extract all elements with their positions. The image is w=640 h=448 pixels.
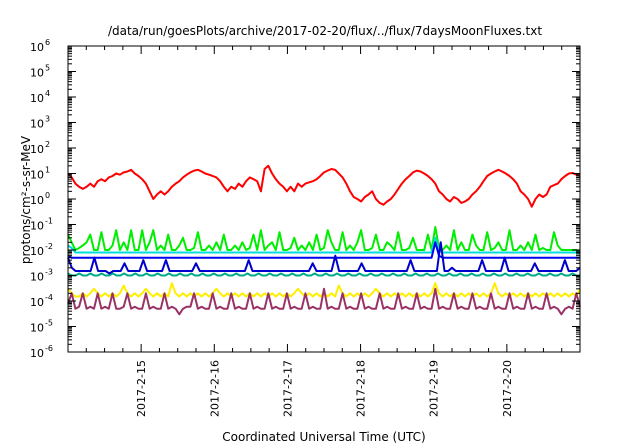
- y-tick-label: 10: [30, 245, 44, 258]
- y-tick-label: 10: [30, 118, 44, 131]
- x-tick-label: 2017-2-17: [281, 360, 294, 417]
- series-line-5: [67, 272, 580, 277]
- series-line-2: [67, 226, 581, 253]
- series-line-3: [67, 236, 580, 254]
- x-tick-label: 2017-2-16: [208, 360, 221, 417]
- x-tick-label: 2017-2-18: [355, 360, 368, 417]
- series-line-6: [67, 241, 581, 275]
- series-line-8: [67, 287, 581, 316]
- x-tick-label: 2017-2-15: [135, 360, 148, 417]
- series-layer: [67, 164, 581, 316]
- y-tick-label: 10: [30, 143, 44, 156]
- series-line-1: [67, 164, 581, 208]
- y-axis-label: protons/cm²-s-sr-MeV: [19, 135, 33, 264]
- y-tick-exponent: -2: [45, 242, 53, 251]
- y-tick-exponent: -4: [45, 293, 53, 302]
- y-tick-exponent: 4: [45, 89, 50, 98]
- x-tick-label: 2017-2-19: [428, 360, 441, 417]
- series-line-4: [67, 241, 580, 259]
- y-tick-exponent: 3: [45, 115, 50, 124]
- chart-title: /data/run/goesPlots/archive/2017-02-20/f…: [108, 24, 542, 38]
- y-tick-label: 10: [30, 347, 44, 360]
- plot-frame: [67, 45, 581, 353]
- y-tick-exponent: 5: [45, 64, 50, 73]
- y-tick-exponent: -3: [45, 268, 53, 277]
- y-tick-label: 10: [30, 322, 44, 335]
- y-tick-exponent: -5: [45, 319, 53, 328]
- y-tick-exponent: 2: [45, 140, 50, 149]
- y-tick-label: 10: [30, 41, 44, 54]
- y-tick-label: 10: [30, 220, 44, 233]
- y-tick-label: 10: [30, 194, 44, 207]
- x-axis-label: Coordinated Universal Time (UTC): [222, 430, 425, 444]
- y-tick-label: 10: [30, 169, 44, 182]
- y-tick-exponent: -6: [45, 344, 53, 353]
- y-tick-label: 10: [30, 296, 44, 309]
- y-tick-label: 10: [30, 92, 44, 105]
- x-tick-label: 2017-2-20: [501, 360, 514, 417]
- y-tick-exponent: 1: [45, 166, 50, 175]
- y-tick-label: 10: [30, 67, 44, 80]
- y-tick-exponent: 6: [45, 38, 50, 47]
- y-tick-label: 10: [30, 271, 44, 284]
- y-tick-exponent: 0: [45, 191, 50, 200]
- y-tick-exponent: -1: [45, 217, 53, 226]
